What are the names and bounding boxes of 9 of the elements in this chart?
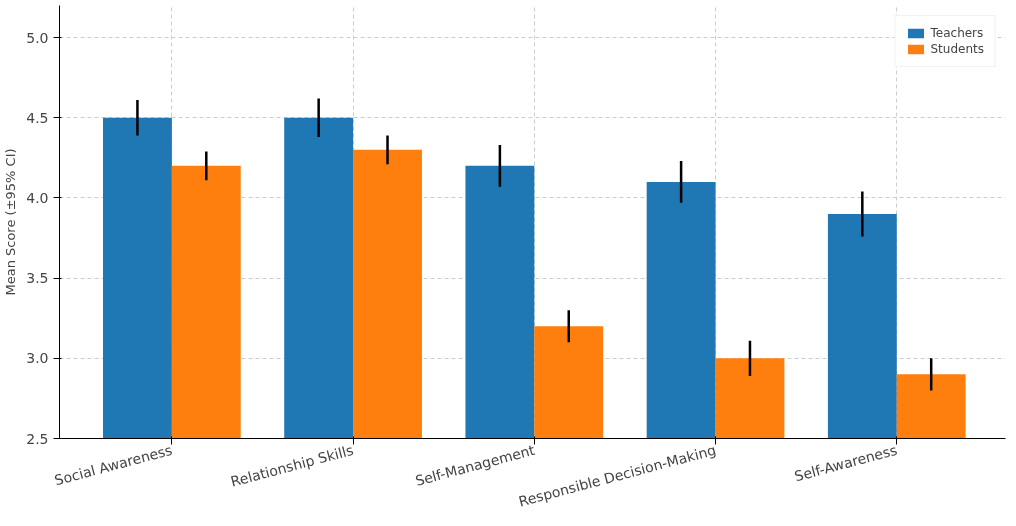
legend-label: Students <box>930 42 984 56</box>
legend-label: Teachers <box>930 26 984 40</box>
y-axis-title: Mean Score (±95% CI) <box>3 148 19 296</box>
y-tick-label: 3.5 <box>26 270 49 287</box>
y-tick-label: 3.0 <box>26 350 49 367</box>
y-tick-label: 2.5 <box>26 430 49 447</box>
y-tick-label: 4.0 <box>26 189 49 206</box>
y-tick-label: 5.0 <box>26 29 49 46</box>
y-tick-label: 4.5 <box>26 109 49 126</box>
